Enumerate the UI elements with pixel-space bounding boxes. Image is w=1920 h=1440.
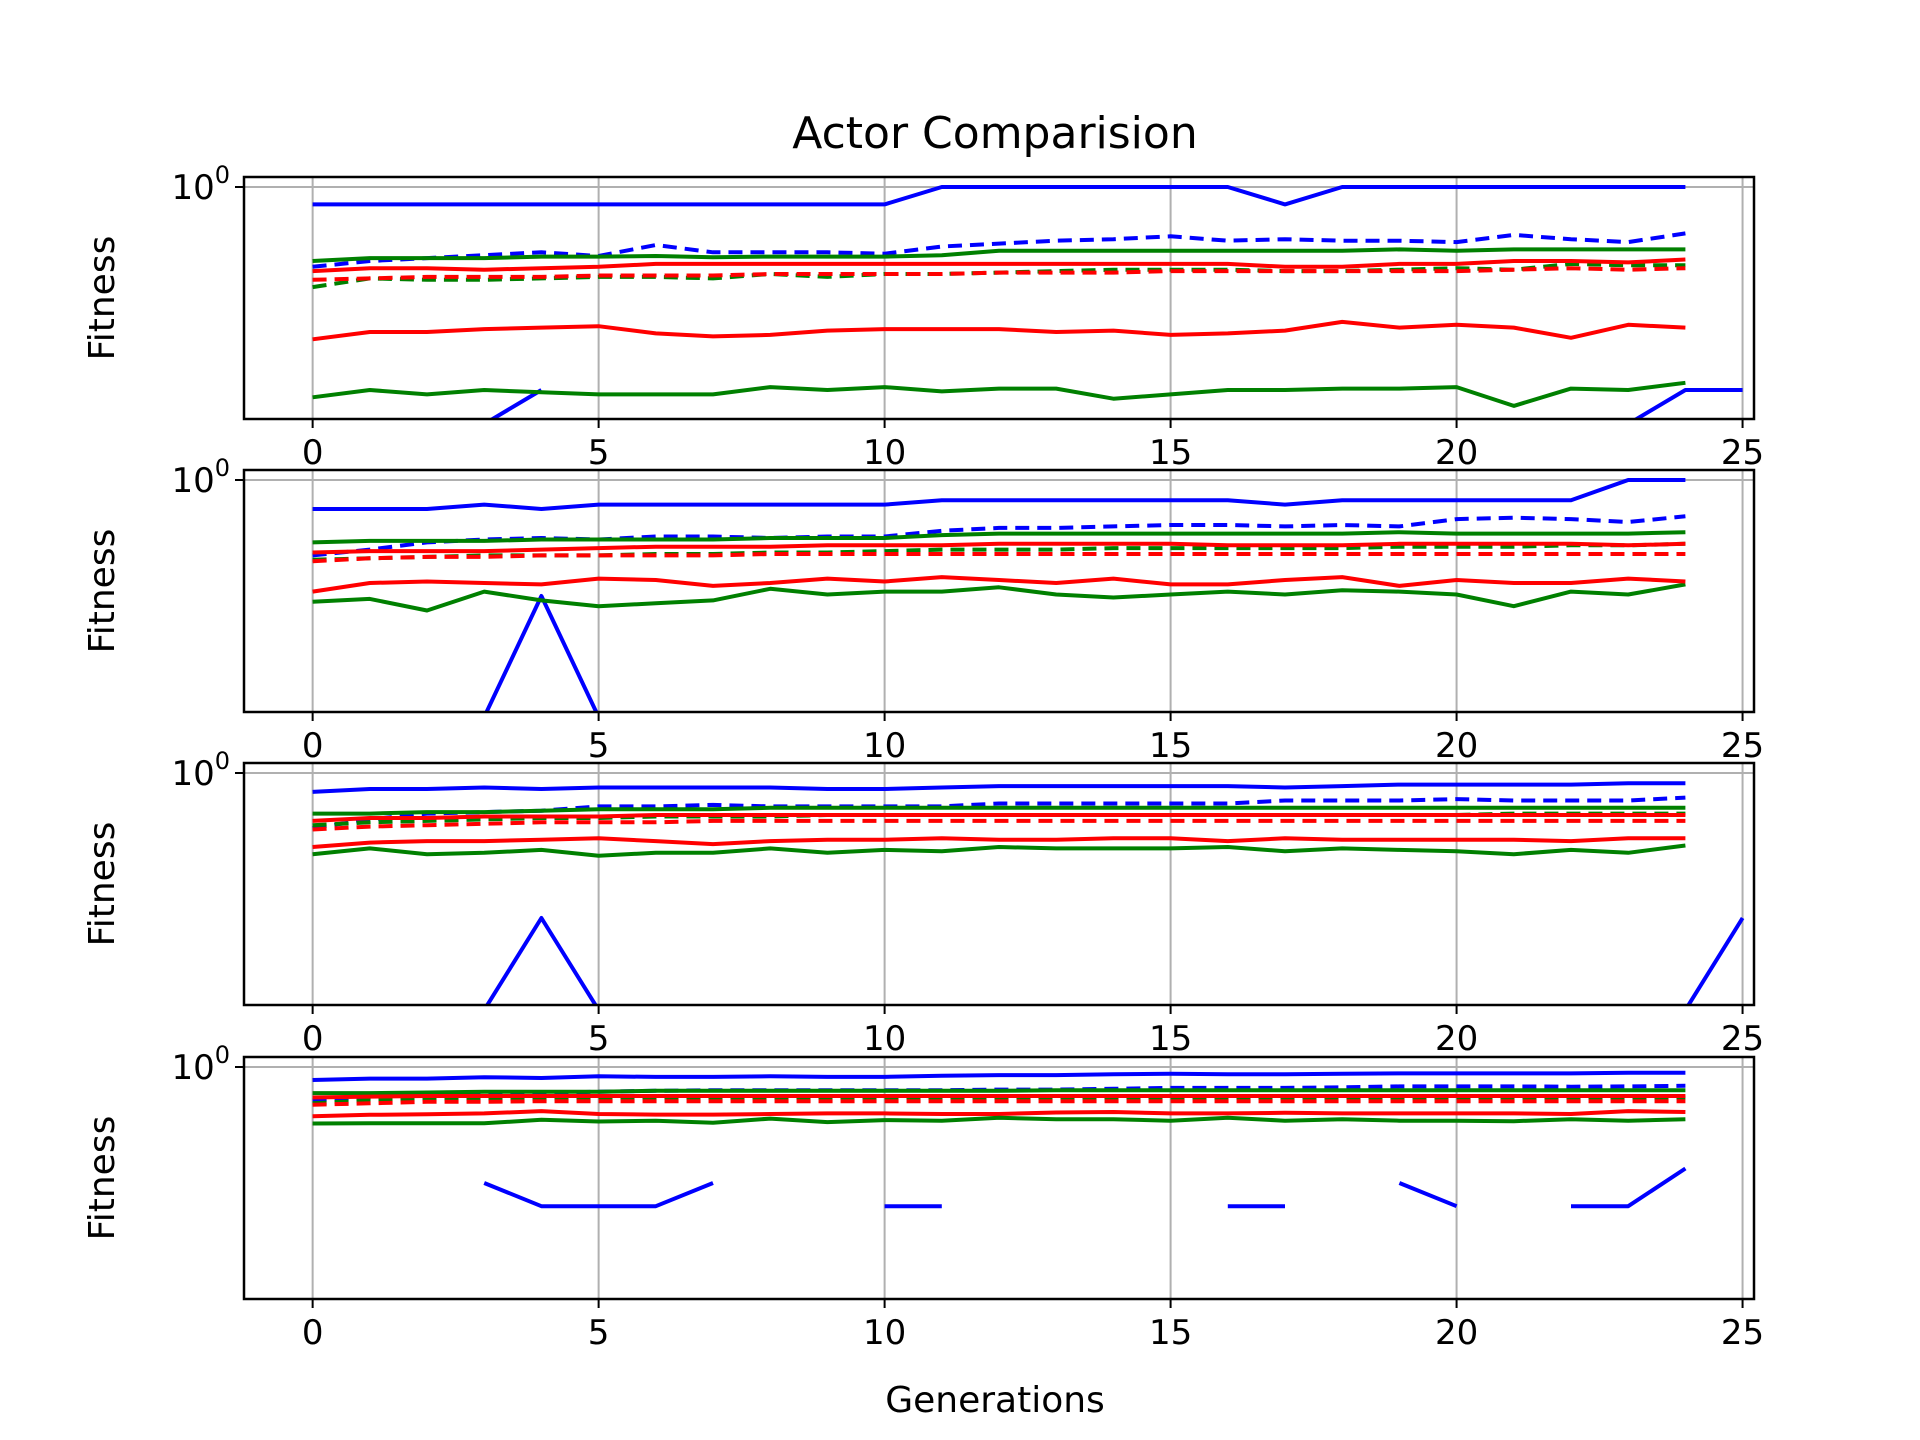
series-line-red-6 (312, 1099, 1686, 1107)
x-tick-label-0: 0 (302, 726, 324, 766)
series-line-green-7 (312, 582, 1686, 613)
x-tick-label-4: 20 (1435, 1313, 1478, 1353)
series-line-green-3 (312, 805, 1686, 816)
x-tick-label-4: 20 (1435, 433, 1478, 473)
series-group (312, 478, 1686, 712)
subplot-3: 0 5 10 15 20 25 100 Fitness (82, 747, 1764, 1059)
x-tick-label-4: 20 (1435, 726, 1478, 766)
series-line-blue-2 (483, 1166, 1687, 1209)
series-line-blue-0 (312, 185, 1686, 207)
x-tick-label-5: 25 (1721, 726, 1764, 766)
series-line-green-5 (312, 380, 1686, 408)
series-line-blue-0 (312, 478, 1686, 511)
subplot-2: 0 5 10 15 20 25 100 Fitness (82, 454, 1764, 766)
series-line-red-6 (312, 818, 1686, 832)
x-tick-label-1: 5 (588, 1019, 610, 1059)
series-line-red-7 (312, 1109, 1686, 1119)
x-tick-label-0: 0 (302, 1313, 324, 1353)
x-tick-label-3: 15 (1149, 1313, 1192, 1353)
series-line-blue-0 (312, 781, 1686, 794)
x-axis-label: Generations (885, 1380, 1105, 1421)
series-line-red-7 (312, 836, 1686, 849)
series-line-red-7 (312, 266, 1686, 282)
axes-frame (242, 175, 1756, 421)
subplot-4: 0 5 10 15 20 25 100 Fitness (82, 1041, 1764, 1353)
x-tick-label-2: 10 (863, 726, 906, 766)
x-tick-label-1: 5 (588, 726, 610, 766)
series-line-blue-2 (484, 916, 1745, 1005)
series-line-red-5 (312, 1094, 1686, 1100)
x-tick-label-1: 5 (588, 433, 610, 473)
x-tick-label-4: 20 (1435, 1019, 1478, 1059)
axes-frame (242, 761, 1756, 1007)
subplot-1: 0 5 10 15 20 25 100 Fitness (82, 161, 1764, 473)
x-tick-label-2: 10 (863, 433, 906, 473)
series-line-red-5 (312, 813, 1686, 823)
x-tick-label-1: 5 (588, 1313, 610, 1353)
series-line-green-3 (312, 1088, 1686, 1096)
series-line-red-6 (312, 552, 1686, 564)
y-axis-label: Fitness (82, 236, 123, 361)
series-group (312, 185, 1743, 419)
axes-frame (242, 1055, 1756, 1301)
series-line-blue-2 (484, 594, 599, 712)
y-tick-label: 100 (171, 454, 230, 501)
x-tick-label-2: 10 (863, 1313, 906, 1353)
series-line-red-8 (312, 575, 1686, 594)
series-line-red-5 (312, 541, 1686, 555)
series-line-green-8 (312, 843, 1686, 858)
x-tick-label-3: 15 (1149, 726, 1192, 766)
series-line-blue-0 (312, 1070, 1686, 1082)
series-line-blue-1 (312, 231, 1686, 269)
axes-frame (242, 468, 1756, 714)
series-line-green-3 (312, 247, 1686, 263)
x-tick-label-0: 0 (302, 433, 324, 473)
series-line-red-8 (312, 319, 1686, 342)
series-line-green-3 (312, 530, 1686, 545)
y-axis-label: Fitness (82, 529, 123, 654)
x-tick-label-5: 25 (1721, 433, 1764, 473)
series-line-green-8 (312, 1115, 1686, 1126)
x-tick-label-2: 10 (863, 1019, 906, 1059)
series-group (312, 1070, 1687, 1209)
x-tick-label-0: 0 (302, 1019, 324, 1059)
x-tick-label-5: 25 (1721, 1019, 1764, 1059)
y-tick-label: 100 (171, 747, 230, 794)
y-axis-label: Fitness (82, 822, 123, 947)
y-tick-label: 100 (171, 161, 230, 208)
x-tick-label-3: 15 (1149, 433, 1192, 473)
series-group (312, 781, 1745, 1005)
figure-title: Actor Comparision (792, 108, 1197, 159)
x-tick-label-3: 15 (1149, 1019, 1192, 1059)
series-line-red-6 (312, 257, 1686, 274)
x-tick-label-5: 25 (1721, 1313, 1764, 1353)
y-tick-label: 100 (171, 1041, 230, 1088)
y-axis-label: Fitness (82, 1116, 123, 1241)
